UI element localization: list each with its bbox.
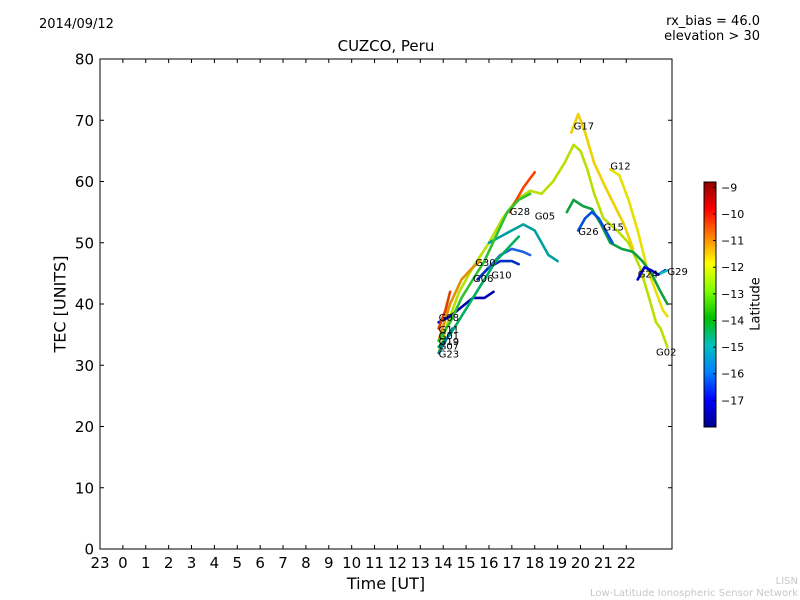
label-g05: G05 [535,212,555,223]
series-g15 [565,198,669,306]
label-g28: G28 [510,207,530,218]
series-g26 [576,210,614,245]
y-tick-label: 10 [75,479,94,497]
x-tick-label: 1 [141,554,151,572]
colorbar-ticks: −9 −10 −11 −12 −13 −14 −15 −16 −17 [713,181,744,407]
label-g06: G06 [473,274,493,285]
x-tick-label: 6 [255,554,265,572]
colorbar-tick-label: −13 [721,288,744,301]
label-g12: G12 [610,161,630,172]
series-layer [437,112,669,355]
y-tick-label: 20 [75,418,94,436]
y-tick-label: 80 [75,51,94,69]
label-g23: G23 [439,349,459,360]
x-tick-label: 15 [457,554,476,572]
x-tick-label: 10 [342,554,361,572]
colorbar-tick-label: −15 [721,341,744,354]
series-g23 [437,327,454,355]
x-tick-label: 4 [210,554,220,572]
credit-line-1: LISN [775,576,798,587]
date-label: 2014/09/12 [39,17,114,32]
chart-title: CUZCO, Peru [337,37,435,55]
x-tick-label: 17 [502,554,521,572]
x-tick-label: 11 [365,554,384,572]
y-tick-label: 40 [75,296,94,314]
y-axis: 0 10 20 30 40 50 60 70 80 [75,51,672,559]
colorbar-tick-label: −16 [721,368,744,381]
series-g01 [437,290,452,330]
label-g07: G07 [439,341,459,352]
colorbar-tick-label: −10 [721,208,744,221]
x-tick-label: 12 [388,554,407,572]
x-tick-label: 13 [411,554,430,572]
x-tick-label: 19 [548,554,567,572]
label-g15: G15 [603,223,623,234]
x-tick-label: 8 [301,554,311,572]
series-g29 [659,268,669,275]
y-tick-label: 30 [75,357,94,375]
colorbar-tick-label: −9 [721,181,737,194]
label-g02: G02 [656,347,676,358]
label-g19: G19 [439,337,459,348]
x-tick-label: 2 [164,554,174,572]
label-g26: G26 [578,227,598,238]
colorbar [703,181,717,428]
x-tick-label: 0 [118,554,128,572]
elevation-label: elevation > 30 [664,29,760,44]
colorbar-tick-label: −11 [721,235,744,248]
series-g02 [437,143,669,355]
label-g01: G01 [439,332,459,343]
label-g29: G29 [667,267,687,278]
y-tick-label: 0 [84,541,94,559]
label-g10: G10 [491,270,511,281]
x-tick-label: 7 [278,554,288,572]
label-g11: G11 [439,325,459,336]
series-g05 [487,223,559,263]
rx-bias-label: rx_bias = 46.0 [666,14,760,29]
series-g06 [476,259,521,281]
colorbar-tick-label: −14 [721,314,744,327]
colorbar-tick-label: −17 [721,394,744,407]
x-tick-label: 22 [617,554,636,572]
x-tick-label: 23 [90,554,109,572]
x-axis: 23 0 1 2 3 4 5 6 7 8 9 10 11 12 13 14 15 16 17 18 19 20 21 22 [90,59,636,572]
credit-line-2: Low-Latitude Ionospheric Sensor Network [590,588,798,599]
label-g08: G08 [439,313,459,324]
x-tick-label: 5 [233,554,243,572]
x-tick-label: 3 [187,554,197,572]
series-g11 [437,192,532,343]
x-tick-label: 9 [324,554,334,572]
series-g30 [437,259,482,343]
x-tick-label: 21 [594,554,613,572]
y-tick-label: 50 [75,234,94,252]
x-tick-label: 20 [571,554,590,572]
series-g08 [437,290,495,324]
label-g17: G17 [574,121,594,132]
label-g30: G30 [475,258,495,269]
label-g24: G24 [638,270,658,281]
y-tick-label: 60 [75,173,94,191]
y-tick-label: 70 [75,112,94,130]
x-tick-label: 14 [434,554,453,572]
colorbar-tick-label: −12 [721,261,744,274]
x-tick-label: 18 [525,554,544,572]
x-axis-label: Time [UT] [346,574,426,593]
series-g12 [608,168,669,318]
x-tick-label: 16 [479,554,498,572]
series-g17 [569,112,635,251]
